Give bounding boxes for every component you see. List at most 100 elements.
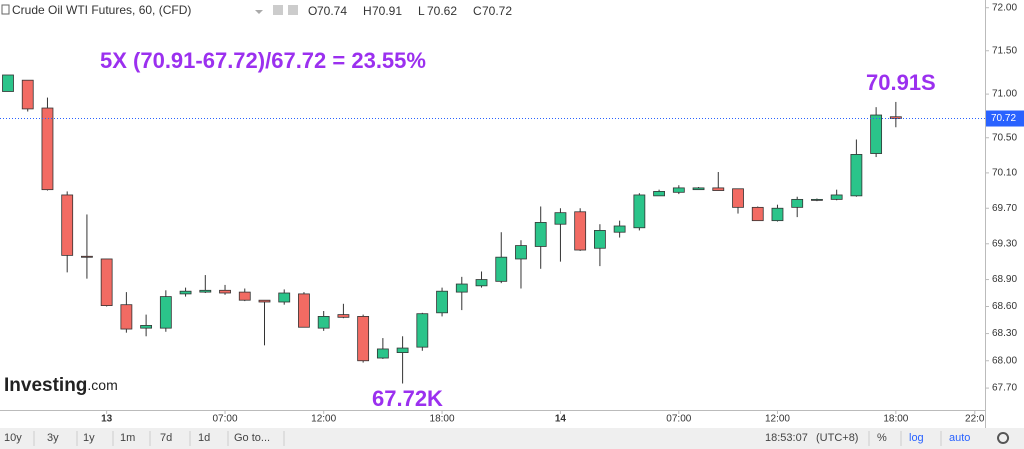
range-button[interactable]: Go to... xyxy=(234,432,270,444)
y-tick-label: 68.60 xyxy=(992,301,1017,312)
timezone: (UTC+8) xyxy=(816,432,858,444)
y-tick-label: 72.00 xyxy=(992,2,1017,13)
candle-body xyxy=(140,325,153,329)
candle-body xyxy=(811,198,823,201)
x-tick-label: 13 xyxy=(101,414,113,425)
candle-body xyxy=(475,279,488,287)
candle-body xyxy=(41,107,54,191)
candle-body xyxy=(219,289,231,294)
settings-icon[interactable] xyxy=(997,432,1010,444)
candle-body xyxy=(278,292,291,303)
x-tick-label: 07:00 xyxy=(213,414,238,425)
toolbar-bg xyxy=(0,428,1024,449)
y-tick-label: 69.70 xyxy=(992,203,1017,214)
y-tick-label: 68.30 xyxy=(992,328,1017,339)
y-tick-label: 69.30 xyxy=(992,238,1017,249)
candle-body xyxy=(771,207,784,222)
annotation: 5X (70.91-67.72)/67.72 = 23.55% xyxy=(100,48,426,73)
candle-body xyxy=(751,206,764,222)
x-tick-label: 18:00 xyxy=(883,414,908,425)
candle-body xyxy=(179,290,192,295)
candle-body xyxy=(574,211,587,251)
last-price-label: 70.72 xyxy=(991,113,1016,124)
watermark: Investing.com xyxy=(4,375,118,396)
watermark-brand: Investing xyxy=(4,375,87,396)
candle-body xyxy=(258,299,271,303)
y-tick-label: 70.10 xyxy=(992,168,1017,179)
candle-body xyxy=(850,154,863,197)
candle-body xyxy=(495,256,508,282)
scale-option[interactable]: log xyxy=(909,432,924,444)
candle-body xyxy=(436,290,448,314)
candle-body xyxy=(81,255,93,258)
ohlc-value: 70.72 xyxy=(482,4,512,18)
candle-body xyxy=(653,191,665,197)
ohlc-value: 70.91 xyxy=(372,4,402,18)
candle-body xyxy=(870,114,883,154)
y-tick-label: 71.50 xyxy=(992,45,1017,56)
x-tick-label: 14 xyxy=(555,414,567,425)
candle-body xyxy=(298,293,310,328)
candle-body xyxy=(613,225,626,233)
chart-title: Crude Oil WTI Futures, 60, (CFD) xyxy=(12,3,191,17)
candle-body xyxy=(2,74,14,92)
icon xyxy=(273,5,283,15)
candle-body xyxy=(791,198,804,208)
scale-option[interactable]: auto xyxy=(949,432,970,444)
candle-body xyxy=(317,316,330,329)
ohlc-key: H xyxy=(363,4,372,18)
range-button[interactable]: 1y xyxy=(83,432,95,444)
candle-body xyxy=(199,289,212,293)
range-button[interactable]: 1d xyxy=(198,432,210,444)
candle-body xyxy=(594,230,606,249)
x-tick-label: 18:00 xyxy=(430,414,455,425)
range-button[interactable]: 7d xyxy=(160,432,172,444)
x-tick-label: 07:00 xyxy=(666,414,691,425)
candle-body xyxy=(554,212,567,225)
ohlc-key: L xyxy=(418,4,425,18)
ohlc-key: C xyxy=(473,4,482,18)
candle-body xyxy=(534,222,547,247)
annotation: 70.91S xyxy=(866,70,936,95)
dropdown-caret xyxy=(255,10,263,14)
range-button[interactable]: 1m xyxy=(120,432,135,444)
candle-body xyxy=(692,187,705,191)
ohlc-key: O xyxy=(308,4,317,18)
y-tick-label: 70.50 xyxy=(992,132,1017,143)
candle-body xyxy=(830,194,843,200)
range-button[interactable]: 3y xyxy=(47,432,59,444)
candle-body xyxy=(120,304,133,330)
x-tick-label: 22:0 xyxy=(965,414,985,425)
candle-body xyxy=(889,116,902,119)
y-tick-label: 67.70 xyxy=(992,383,1017,394)
ohlc-value: 70.74 xyxy=(317,4,347,18)
y-tick-label: 71.00 xyxy=(992,89,1017,100)
candle-body xyxy=(61,194,74,256)
range-button[interactable]: 10y xyxy=(4,432,22,444)
candle-body xyxy=(376,348,389,359)
candle-body xyxy=(732,188,744,208)
y-tick-label: 68.00 xyxy=(992,355,1017,366)
x-tick-label: 12:00 xyxy=(765,414,790,425)
candle-body xyxy=(672,187,685,193)
candle-body xyxy=(633,194,646,229)
candle-body xyxy=(416,313,429,348)
candle-body xyxy=(159,296,172,329)
scale-option[interactable]: % xyxy=(877,432,887,444)
candle-body xyxy=(396,347,409,353)
candle-body xyxy=(515,245,527,260)
candle-body xyxy=(357,316,370,362)
y-tick-label: 68.90 xyxy=(992,274,1017,285)
icon xyxy=(288,5,298,15)
ohlc-value: 70.62 xyxy=(427,4,457,18)
x-tick-label: 12:00 xyxy=(311,414,336,425)
annotation: 67.72K xyxy=(372,386,443,411)
watermark-suffix: .com xyxy=(87,377,117,393)
candle-body xyxy=(100,258,113,306)
clock: 18:53:07 xyxy=(765,432,808,444)
symbol-icon xyxy=(1,4,10,15)
candle-body xyxy=(455,283,468,293)
candle-body xyxy=(21,79,34,110)
